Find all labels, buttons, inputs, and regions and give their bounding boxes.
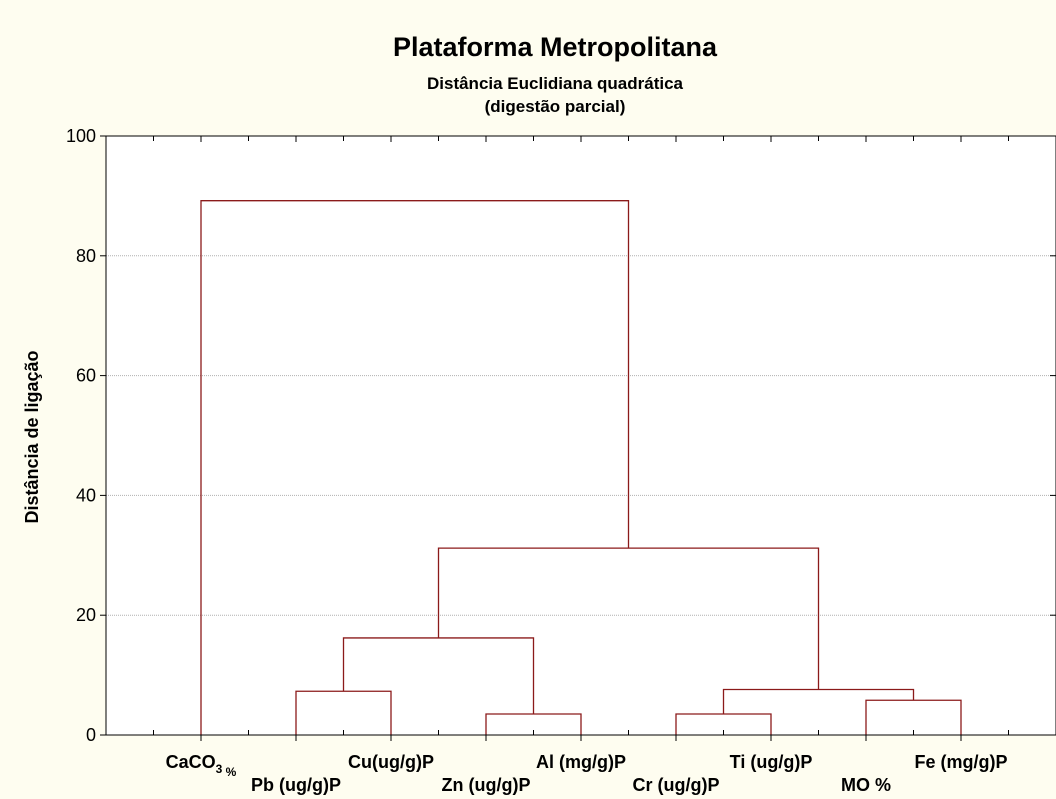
y-tick-label: 0 <box>86 725 96 745</box>
chart-title: Plataforma Metropolitana <box>393 32 718 62</box>
dendrogram-link <box>200 200 630 735</box>
plot-area: 0 20 40 60 80 100 CaCO3 % Pb (ug/g)P Cu(ug/g)P Zn… <box>66 126 1056 795</box>
y-axis-label: Distância de ligação <box>22 350 42 523</box>
y-tick-label: 20 <box>76 605 96 625</box>
leaf-label: Cu(ug/g)P <box>348 752 434 772</box>
y-tick-label: 80 <box>76 246 96 266</box>
plot-frame <box>105 135 1056 736</box>
leaf-label: Al (mg/g)P <box>536 752 626 772</box>
y-tick-label: 40 <box>76 485 96 505</box>
y-tick-label: 60 <box>76 366 96 386</box>
y-tick-label: 100 <box>66 126 96 146</box>
leaf-label: Zn (ug/g)P <box>442 775 531 795</box>
leaf-label: CaCO3 % <box>166 752 237 779</box>
leaf-label: MO % <box>841 775 891 795</box>
plot-background <box>106 136 1056 735</box>
chart-subtitle-line-1: Distância Euclidiana quadrática <box>427 74 684 93</box>
leaf-label: Ti (ug/g)P <box>730 752 813 772</box>
leaf-label: Pb (ug/g)P <box>251 775 341 795</box>
chart-subtitle-line-2: (digestão parcial) <box>485 97 626 116</box>
leaf-label: Cr (ug/g)P <box>633 775 720 795</box>
leaf-label: Fe (mg/g)P <box>915 752 1008 772</box>
